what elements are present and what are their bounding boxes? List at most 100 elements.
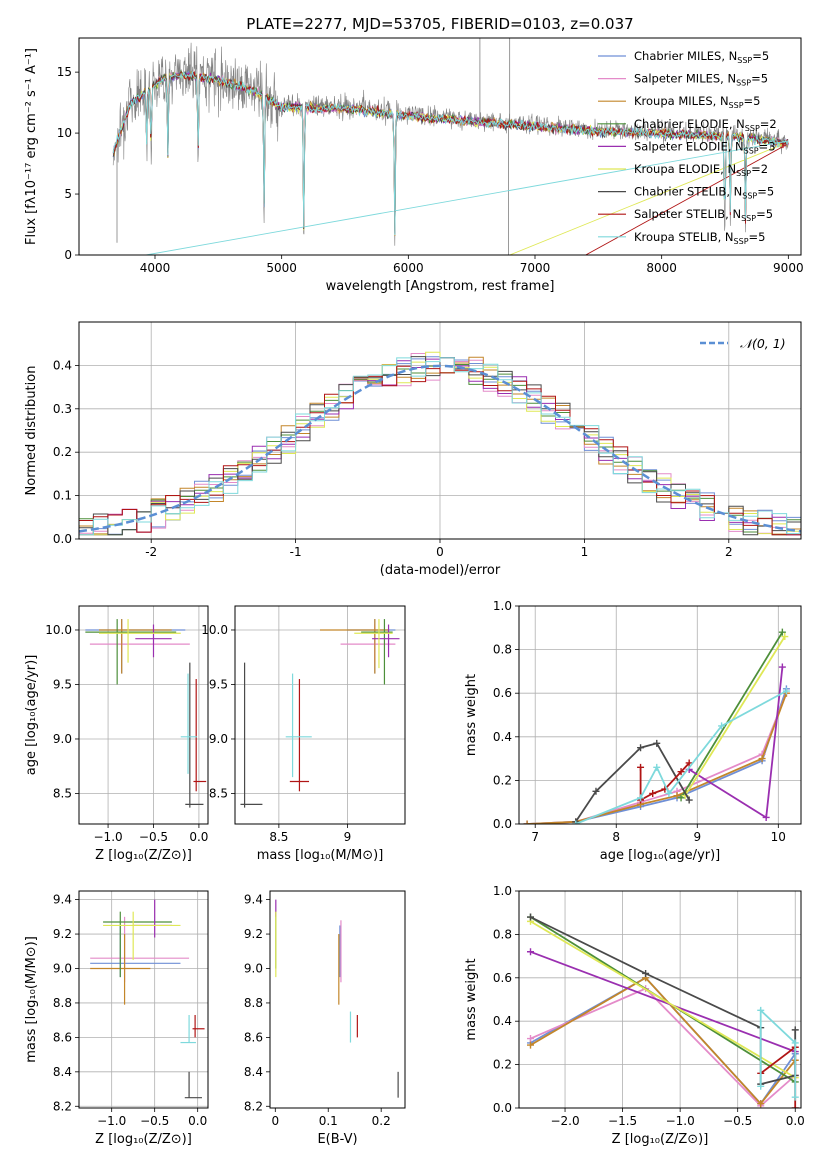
- data-point: [677, 768, 685, 776]
- y-tick-label: 8.4: [244, 1065, 263, 1079]
- x-tick-label: 9: [693, 830, 701, 844]
- axes: −1.0 −0.5 0.0 8.2 8.4 8.6 8.8 9.0 9.2 9.4 Z [log₁₀…: [24, 890, 209, 1147]
- axes: −1.0 −0.5 0.0 8.5 9.0 9.5 10.0 Z [log₁₀(Z/Z⊙)] a…: [24, 605, 209, 863]
- y-tick-label: 0.6: [493, 971, 512, 985]
- data-point: [718, 722, 726, 730]
- data-point: [757, 1006, 765, 1014]
- y-tick-label: 0.2: [493, 1058, 512, 1072]
- x-tick-label: 8: [612, 830, 620, 844]
- y-tick-label: 0.2: [493, 773, 512, 787]
- y-axis-label: mass [log₁₀(M/M⊙)]: [24, 936, 39, 1063]
- data-point: [757, 1100, 765, 1108]
- data-point: [653, 739, 661, 747]
- x-axis-label: (data-model)/error: [380, 563, 501, 578]
- y-tick-label: 8.5: [53, 786, 72, 800]
- series-line: [575, 690, 787, 824]
- x-tick-label: 5000: [266, 261, 297, 275]
- plot-area: [90, 899, 205, 1099]
- y-tick-label: 9.5: [209, 677, 228, 691]
- data-point: [527, 948, 535, 956]
- axes: -2 -1 0 1 2 0.0 0.1 0.2 0.3 0.4 (data-model)/error…: [24, 321, 802, 578]
- y-tick-label: 8.4: [53, 1065, 72, 1079]
- data-point: [527, 1041, 535, 1049]
- panel-mass_vs_Z: −1.0 −0.5 0.0 8.2 8.4 8.6 8.8 9.0 9.2 9.4 Z [log₁₀…: [24, 890, 209, 1147]
- y-tick-label: 9.0: [53, 732, 72, 746]
- data-point: [637, 763, 645, 771]
- panel-spectrum: 4000 5000 6000 7000 8000 9000 0 5 10 15 wavelength…: [24, 37, 804, 294]
- data-point: [527, 913, 535, 921]
- axes: 8.5 9 8.5 9.0 9.5 10.0 mass [log₁₀(M/M⊙)]: [201, 605, 406, 863]
- plot-area: [527, 913, 799, 1108]
- y-tick-label: 0.3: [53, 402, 72, 416]
- data-point: [637, 794, 645, 802]
- y-tick-label: 0.4: [493, 1014, 512, 1028]
- y-tick-label: 10.0: [201, 623, 228, 637]
- legend-entry: Chabrier STELIB, NSSP=5: [634, 185, 774, 201]
- x-tick-label: −1.5: [608, 1114, 637, 1128]
- x-tick-label: -1: [290, 545, 302, 559]
- data-point: [791, 1039, 799, 1047]
- data-point: [523, 820, 531, 824]
- legend: Chabrier MILES, NSSP=5 Salpeter MILES, NS…: [598, 49, 777, 246]
- legend-entry: Chabrier MILES, NSSP=5: [634, 49, 769, 65]
- axes-frame: [234, 605, 406, 825]
- y-tick-label: 9.0: [53, 962, 72, 976]
- axes-frame: [269, 890, 406, 1109]
- y-tick-label: 0.0: [493, 1101, 512, 1115]
- plot-area: [523, 628, 790, 824]
- legend-entry: Salpeter STELIB, NSSP=5: [634, 207, 773, 223]
- series-line: [759, 1008, 797, 1098]
- data-point: [757, 1082, 765, 1090]
- y-tick-label: 9.4: [244, 893, 263, 907]
- y-tick-label: 0.1: [53, 489, 72, 503]
- series-line: [527, 688, 788, 824]
- panel-massweight_vs_age: 7 8 9 10 0.0 0.2 0.4 0.6 0.8 1.0 age [log₁₀(age/yr…: [464, 599, 802, 863]
- x-tick-label: 1: [581, 545, 589, 559]
- panel-age_vs_Z: −1.0 −0.5 0.0 8.5 9.0 9.5 10.0 Z [log₁₀(Z/Z⊙)] a…: [24, 605, 209, 863]
- y-tick-label: 0.0: [493, 817, 512, 831]
- data-point: [791, 1026, 799, 1034]
- y-tick-label: 8.2: [53, 1099, 72, 1113]
- y-tick-label: 0.8: [493, 643, 512, 657]
- y-tick-label: 8.6: [53, 1030, 72, 1044]
- y-tick-label: 8.8: [53, 996, 72, 1010]
- x-tick-label: −1.0: [97, 1114, 126, 1128]
- x-tick-label: −1.0: [94, 830, 123, 844]
- legend-entry: Salpeter ELODIE, NSSP=3: [634, 139, 776, 155]
- axes-frame: [518, 605, 802, 825]
- data-point: [782, 687, 790, 695]
- y-tick-label: 8.8: [244, 996, 263, 1010]
- x-tick-label: 7: [531, 830, 539, 844]
- axes: 0 0.1 0.2 8.2 8.4 8.6 8.8 9.0 9.2 9.4 E(B-V): [244, 890, 406, 1147]
- x-tick-label: 9: [344, 830, 352, 844]
- y-tick-label: 0.4: [493, 730, 512, 744]
- x-tick-label: 0.1: [319, 1114, 338, 1128]
- y-tick-label: 0.8: [493, 927, 512, 941]
- y-axis-label: Normed distribution: [24, 366, 39, 496]
- x-tick-label: −1.0: [666, 1114, 695, 1128]
- legend-entry: Kroupa MILES, NSSP=5: [634, 94, 760, 110]
- x-tick-label: 0.2: [372, 1114, 391, 1128]
- data-point: [653, 763, 661, 771]
- x-tick-label: 6000: [393, 261, 424, 275]
- x-tick-label: 8.5: [269, 830, 288, 844]
- x-axis-label: Z [log₁₀(Z/Z⊙)]: [95, 848, 192, 863]
- x-tick-label: −2.0: [550, 1114, 579, 1128]
- legend-entry: Kroupa ELODIE, NSSP=2: [634, 162, 768, 178]
- data-point: [572, 820, 580, 824]
- y-tick-label: 0.2: [53, 445, 72, 459]
- y-tick-label: 9.5: [53, 677, 72, 691]
- panel-age_vs_mass: 8.5 9 8.5 9.0 9.5 10.0 mass [log₁₀(M/M⊙)]: [201, 605, 406, 863]
- x-tick-label: 2: [725, 545, 733, 559]
- plot-area: [79, 351, 801, 536]
- data-point: [592, 787, 600, 795]
- data-point: [762, 813, 770, 821]
- data-point: [781, 633, 789, 641]
- plot-area: [85, 619, 207, 808]
- y-tick-label: 8.5: [209, 786, 228, 800]
- y-tick-label: 0.4: [53, 358, 72, 372]
- y-tick-label: 9.0: [244, 962, 263, 976]
- x-tick-label: 0: [271, 1114, 279, 1128]
- series-line: [530, 976, 796, 1106]
- y-tick-label: 9.4: [53, 893, 72, 907]
